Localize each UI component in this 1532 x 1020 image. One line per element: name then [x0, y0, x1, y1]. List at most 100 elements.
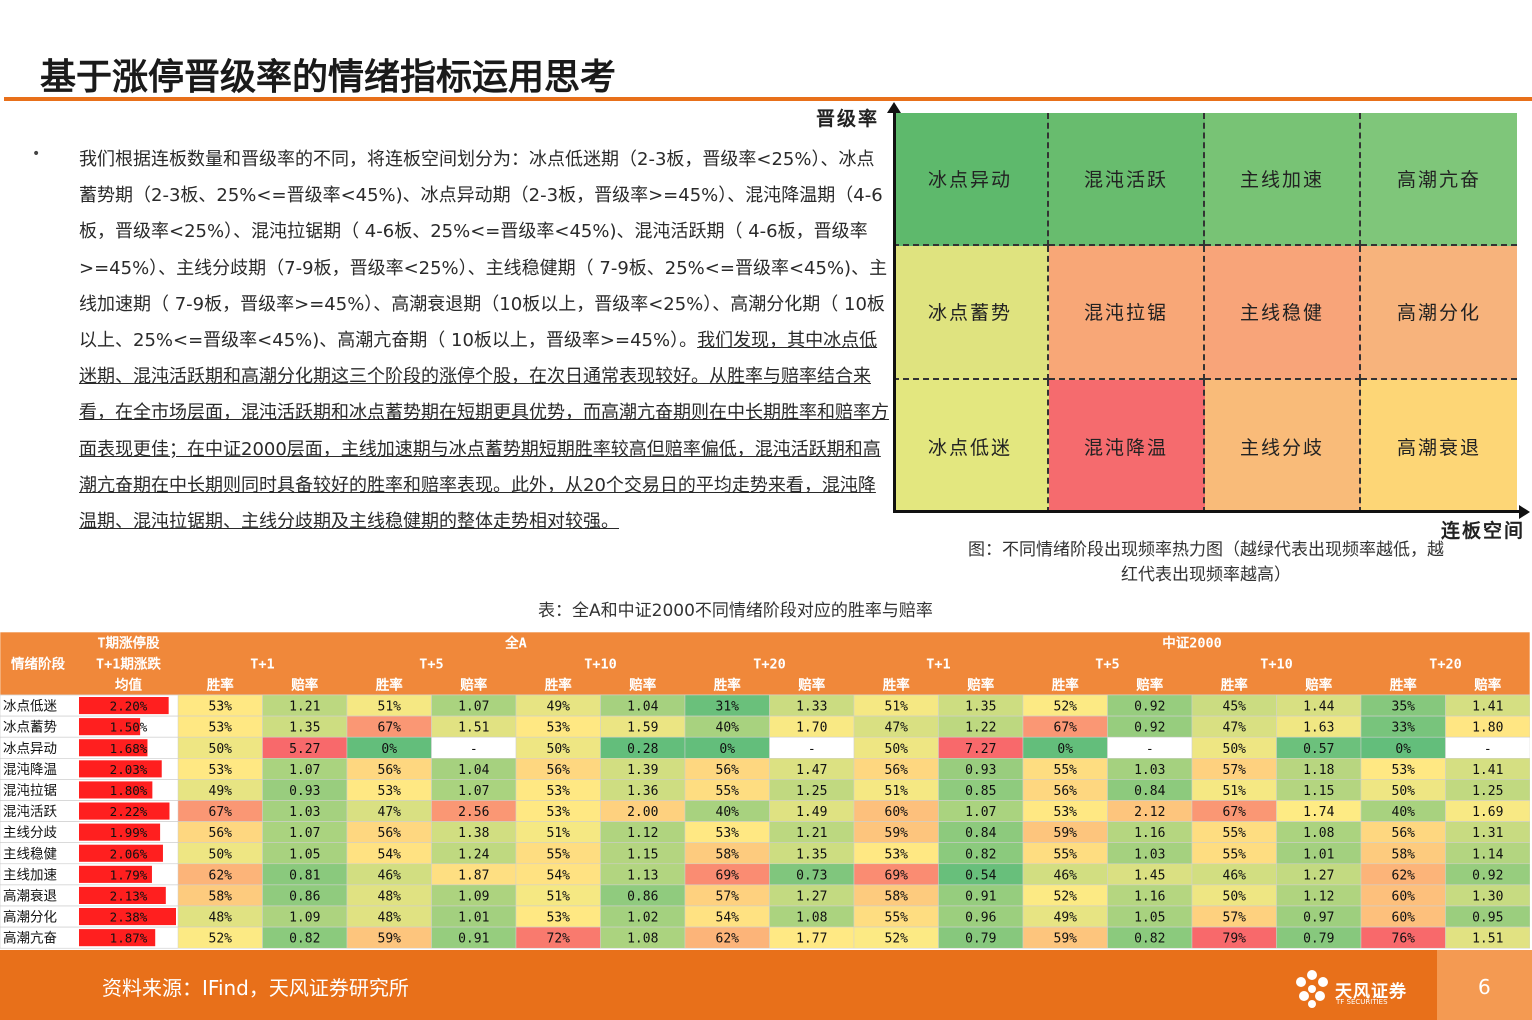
header-metric: 赔率 — [1473, 677, 1502, 694]
cell-value: 1.30 — [1472, 889, 1503, 904]
header-metric: 胜率 — [207, 677, 234, 694]
paragraph-text: 我们根据连板数量和晋级率的不同，将连板空间划分为：冰点低迷期（2-3板，晋级率<… — [79, 149, 888, 352]
header-metric: 胜率 — [1221, 677, 1249, 694]
header-metric: 胜率 — [545, 677, 573, 694]
cell-value: 1.33 — [796, 700, 827, 715]
cell-value: 0.93 — [289, 784, 320, 799]
footer-bar — [0, 950, 1532, 1020]
header-period: T+10 — [584, 657, 617, 673]
header-group: 中证2000 — [1162, 635, 1222, 652]
cell-value: 1.74 — [1303, 805, 1334, 820]
cell-value: 1.04 — [627, 700, 658, 715]
cell-value: 79% — [1223, 932, 1247, 947]
cell-value: 55% — [1054, 763, 1078, 778]
y-axis — [893, 108, 896, 513]
cell-value: 60% — [1392, 889, 1416, 904]
cell-value: 57% — [716, 889, 740, 904]
cell-value: 0% — [719, 742, 735, 757]
bullet-marker: • — [32, 146, 41, 162]
header-metric: 胜率 — [1390, 677, 1418, 694]
cell-value: 59% — [378, 932, 402, 947]
cell-value: 1.02 — [627, 911, 658, 926]
cell-value: 1.03 — [1134, 763, 1165, 778]
cell-value: 1.35 — [796, 847, 827, 862]
heatmap-cell: 混沌活跃 — [1049, 113, 1205, 247]
header-period: T+20 — [753, 657, 786, 673]
mean-bar — [79, 739, 148, 757]
row-stage: 混沌拉锯 — [3, 783, 57, 799]
cell-value: 1.27 — [1303, 868, 1334, 883]
cell-value: 48% — [378, 911, 402, 926]
cell-value: 46% — [378, 868, 402, 883]
heatmap-cell: 冰点异动 — [893, 113, 1049, 247]
body-paragraph: 我们根据连板数量和晋级率的不同，将连板空间划分为：冰点低迷期（2-3板，晋级率<… — [79, 142, 891, 540]
cell-value: 1.14 — [1472, 847, 1503, 862]
cell-value: 55% — [1223, 847, 1247, 862]
mean-bar — [79, 802, 170, 820]
cell-value: 0.57 — [1303, 742, 1334, 757]
cell-value: 55% — [716, 784, 740, 799]
heatmap-cell: 混沌拉锯 — [1049, 246, 1205, 380]
table-header-bg — [0, 632, 1530, 695]
cell-value: 1.07 — [458, 700, 489, 715]
cell-value: 1.38 — [458, 826, 489, 841]
cell-value: 55% — [547, 847, 571, 862]
cell-value: 56% — [378, 763, 402, 778]
cell-value: 69% — [885, 868, 909, 883]
header-metric: 赔率 — [966, 677, 995, 694]
cell-value: 1.09 — [458, 889, 489, 904]
header-metric: 赔率 — [459, 677, 487, 694]
cell-value: 56% — [209, 826, 233, 841]
mean-value: 1.68% — [110, 741, 148, 756]
x-axis — [893, 510, 1521, 513]
cell-value: 2.12 — [1134, 805, 1165, 820]
cell-value: 0.93 — [965, 763, 996, 778]
cell-value: 0.92 — [1134, 700, 1165, 715]
cell-value: 1.44 — [1303, 700, 1334, 715]
heatmap-cell: 主线分歧 — [1205, 379, 1361, 513]
mean-bar — [79, 844, 163, 862]
cell-value: 46% — [1223, 868, 1247, 883]
cell-value: 57% — [1223, 911, 1247, 926]
x-axis-arrow-icon — [1519, 505, 1530, 519]
cell-value: 1.01 — [458, 911, 489, 926]
logo-subtext: TF SECURITIES — [1336, 998, 1388, 1006]
cell-value: 1.49 — [796, 805, 827, 820]
cell-value: 56% — [1054, 784, 1078, 799]
mean-bar — [79, 697, 169, 715]
cell-value: 0.92 — [1134, 721, 1165, 736]
row-stage: 主线分歧 — [3, 825, 57, 841]
cell-value: 52% — [1054, 889, 1078, 904]
header-bar-col: T+1期涨跌 — [96, 657, 161, 673]
cell-value: 53% — [547, 911, 571, 926]
cell-value: 58% — [716, 847, 740, 862]
cell-value: 1.21 — [289, 700, 320, 715]
row-stage: 主线加速 — [3, 867, 57, 883]
header-bar-col: 均值 — [115, 677, 142, 694]
cell-value: 58% — [1392, 847, 1416, 862]
heatmap: 冰点异动 混沌活跃 主线加速 高潮亢奋 冰点蓄势 混沌拉锯 主线稳健 高潮分化 冰点低迷 混沌降温… — [893, 113, 1517, 513]
cell-value: 53% — [1392, 763, 1416, 778]
cell-value: 47% — [378, 805, 402, 820]
cell-value: 0.82 — [1134, 932, 1165, 947]
cell-value: 1.18 — [1303, 763, 1334, 778]
cell-value: 1.27 — [796, 889, 827, 904]
cell-value: 1.41 — [1472, 700, 1503, 715]
cell-value: 1.39 — [627, 763, 658, 778]
cell-value: 53% — [716, 826, 740, 841]
row-stage: 高潮亢奋 — [3, 930, 57, 947]
header-period: T+10 — [1260, 657, 1293, 673]
cell-value: 53% — [547, 805, 571, 820]
cell-value: 53% — [885, 847, 909, 862]
cell-value: 48% — [378, 889, 402, 904]
logo-text: 天风证券 — [1335, 982, 1407, 1002]
cell-value: 67% — [1054, 721, 1078, 736]
mean-value: 1.80% — [110, 783, 148, 798]
header-metric: 胜率 — [714, 677, 742, 694]
cell-value: 1.35 — [965, 700, 996, 715]
row-stage: 冰点蓄势 — [3, 720, 57, 736]
header-metric: 赔率 — [628, 677, 657, 694]
cell-value: 5.27 — [289, 742, 320, 757]
header-stage: 情绪阶段 — [11, 656, 65, 673]
row-stage: 高潮衰退 — [3, 887, 57, 904]
